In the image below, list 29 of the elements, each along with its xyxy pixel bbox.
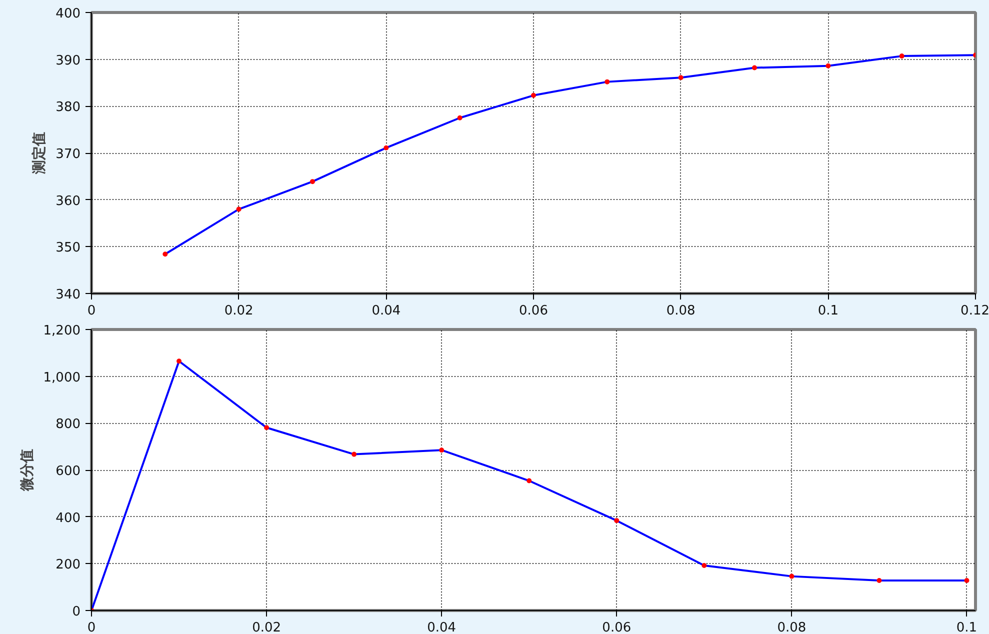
x-tick-label: 0.08 xyxy=(777,620,806,634)
x-tick-label: 0.02 xyxy=(252,620,282,634)
x-tick-label: 0.04 xyxy=(372,304,401,318)
y-tick-label: 400 xyxy=(56,510,81,526)
y-tick-label: 600 xyxy=(56,464,81,479)
y-tick-label: 1,200 xyxy=(43,324,80,338)
x-tick-label: 0.08 xyxy=(666,304,696,318)
y-axis-title: 微分值 xyxy=(19,449,36,492)
y-tick-label: 0 xyxy=(72,604,81,620)
x-tick-label: 0 xyxy=(87,304,96,318)
y-tick-label: 350 xyxy=(56,240,81,256)
y-axis-title: 测定值 xyxy=(30,132,48,175)
x-tick-label: 0.1 xyxy=(818,304,839,318)
x-tick-label: 0 xyxy=(87,620,96,634)
x-tick-label: 0.06 xyxy=(602,620,632,634)
y-tick-label: 380 xyxy=(56,100,81,116)
y-tick-label: 390 xyxy=(56,53,81,68)
y-tick-label: 800 xyxy=(56,417,81,432)
y-tick-label: 360 xyxy=(56,194,81,209)
y-tick-label: 200 xyxy=(56,558,81,573)
x-tick-label: 0.04 xyxy=(427,620,456,634)
x-tick-label: 0.12 xyxy=(960,304,989,318)
x-tick-label: 0.06 xyxy=(519,304,548,318)
y-tick-label: 1,000 xyxy=(43,370,80,386)
y-tick-label: 400 xyxy=(56,6,81,22)
y-tick-label: 370 xyxy=(56,147,81,162)
x-tick-label: 0.1 xyxy=(956,620,978,634)
y-tick-label: 340 xyxy=(56,288,81,302)
x-tick-label: 0.02 xyxy=(224,304,254,318)
